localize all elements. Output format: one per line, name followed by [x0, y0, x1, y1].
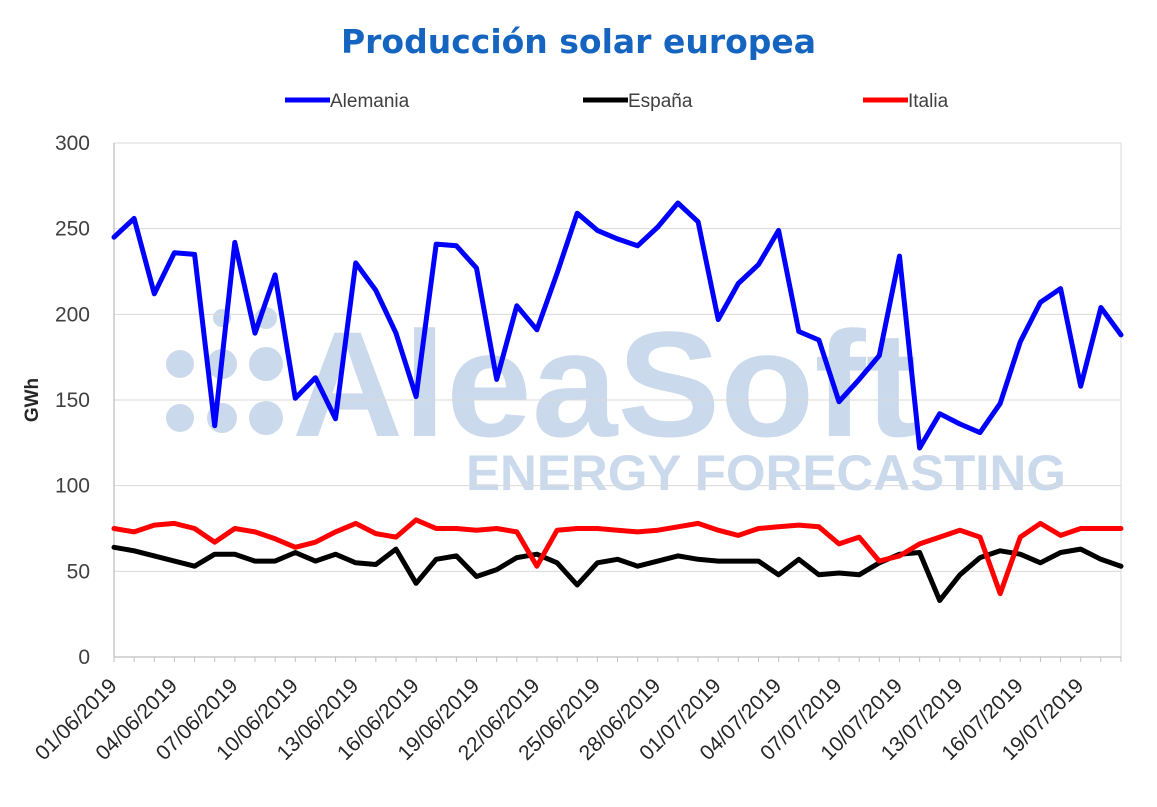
y-tick-label-150: 150	[55, 389, 90, 412]
gridlines	[114, 142, 1122, 657]
legend-label-italia: Italia	[908, 91, 949, 112]
watermark-tagline: ENERGY FORECASTING	[466, 445, 1066, 501]
y-tick-label-50: 50	[67, 560, 90, 583]
legend-item-alemania: Alemania	[285, 91, 410, 112]
watermark-brand: AleaSoft	[292, 300, 917, 468]
y-tick-label-0: 0	[78, 646, 90, 669]
y-ticks: 0 50 100 150 200 250 300	[55, 132, 90, 669]
y-tick-label-250: 250	[55, 218, 90, 241]
series-line-espana	[111, 544, 1124, 603]
chart-title: Producción solar europea	[340, 22, 817, 61]
legend-label-alemania: Alemania	[330, 91, 410, 112]
series-lines	[111, 200, 1124, 603]
series-line-italia	[111, 517, 1124, 597]
y-axis-label: GWh	[22, 378, 43, 422]
y-tick-label-300: 300	[55, 132, 90, 155]
x-ticks: 01/06/201904/06/201907/06/201910/06/2019…	[31, 657, 1122, 765]
y-tick-label-100: 100	[55, 475, 90, 498]
legend-item-espana: España	[583, 91, 693, 112]
series-line-alemania	[111, 200, 1124, 451]
legend: Alemania España Italia	[285, 91, 949, 112]
legend-label-espana: España	[628, 91, 693, 112]
y-tick-label-200: 200	[55, 303, 90, 326]
legend-item-italia: Italia	[863, 91, 949, 112]
